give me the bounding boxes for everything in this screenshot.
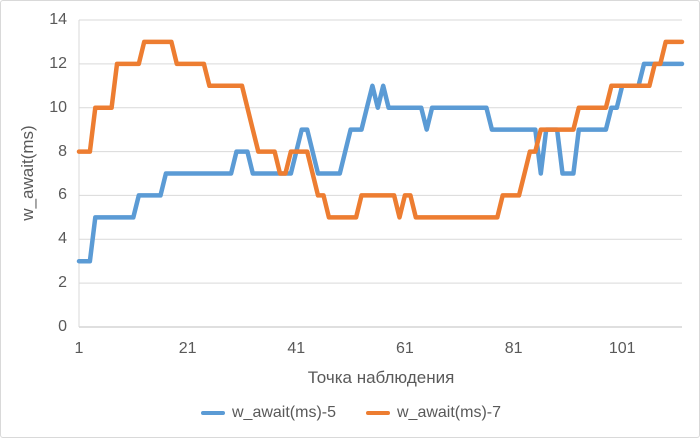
legend-label: w_await(ms)-7 <box>397 404 502 421</box>
y-tick-label: 14 <box>49 11 67 28</box>
x-tick-label: 41 <box>287 340 306 357</box>
series-line-2[interactable] <box>76 39 685 220</box>
y-tick-label: 8 <box>58 142 67 160</box>
legend-item[interactable]: w_await(ms)-7 <box>366 404 501 422</box>
y-tick-label: 2 <box>58 274 67 292</box>
y-tick-label: 10 <box>49 98 67 116</box>
legend-marker-line <box>200 410 225 416</box>
y-tick-label: 0 <box>58 318 67 335</box>
x-tick-label: 1 <box>74 340 84 357</box>
legend-label: w_await(ms)-5 <box>231 404 336 421</box>
x-axis-title: Точка наблюдения <box>307 368 455 387</box>
series-line-1[interactable] <box>76 61 685 264</box>
legend-item[interactable]: w_await(ms)-5 <box>200 404 336 422</box>
y-tick-label: 12 <box>49 54 67 72</box>
x-tick-label: 81 <box>504 340 523 357</box>
y-tick-label: 6 <box>58 186 67 204</box>
x-tick-label: 101 <box>608 340 636 357</box>
x-tick-label: 61 <box>396 340 414 357</box>
y-tick-label: 4 <box>58 230 67 248</box>
legend: w_await(ms)-5 w_await(ms)-7 <box>1 401 699 425</box>
legend-marker-line <box>366 410 390 416</box>
y-axis-title: w_await(ms) <box>18 125 37 221</box>
x-tick-label: 21 <box>178 340 197 357</box>
